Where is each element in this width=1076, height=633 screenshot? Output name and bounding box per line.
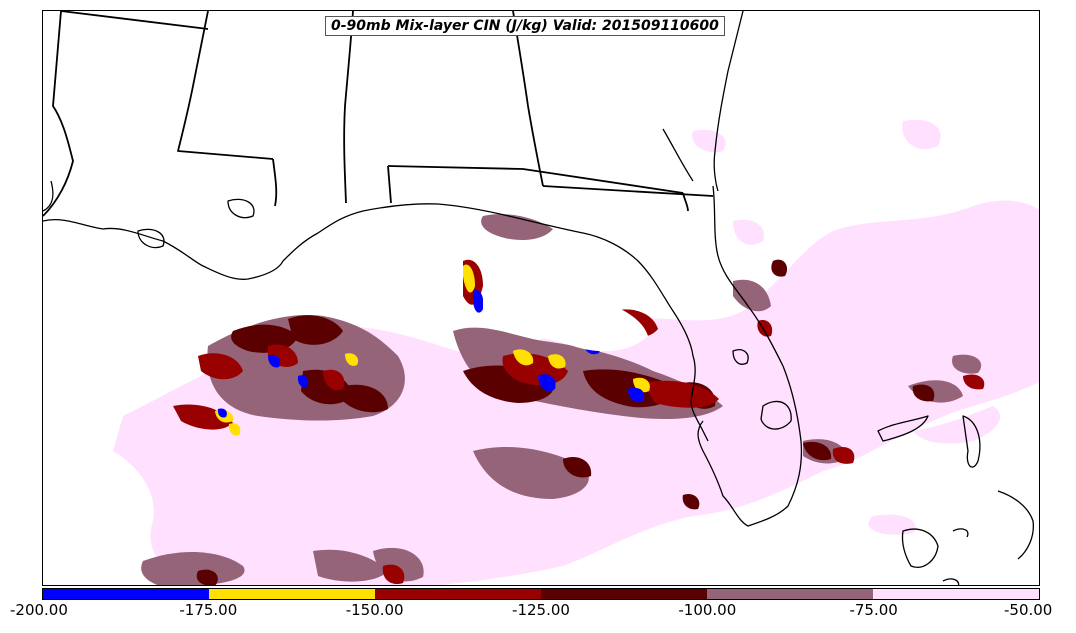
map-title: 0-90mb Mix-layer CIN (J/kg) Valid: 20150…: [325, 16, 725, 36]
colorbar-tick-label: -175.00: [179, 601, 238, 619]
colorbar-tick-label: -125.00: [512, 601, 570, 619]
state-boundaries: [43, 11, 714, 217]
clear-region: [483, 281, 648, 352]
colorbar-segment: [209, 589, 375, 599]
cin-map-canvas: [43, 11, 1039, 585]
map-panel: 0-90mb Mix-layer CIN (J/kg) Valid: 20150…: [42, 10, 1040, 586]
colorbar-segment: [707, 589, 873, 599]
colorbar: [42, 588, 1040, 600]
colorbar-tick-label: -100.00: [678, 601, 737, 619]
colorbar-segment: [873, 589, 1039, 599]
colorbar-segment: [375, 589, 541, 599]
colorbar-tick-label: -200.00: [10, 601, 68, 619]
cin-field-darkred: [196, 259, 935, 585]
colorbar-segment: [541, 589, 707, 599]
coastlines: [43, 11, 1034, 585]
colorbar-segment: [43, 589, 209, 599]
colorbar-tick-label: -50.00: [1004, 601, 1053, 619]
colorbar-tick-label: -75.00: [849, 601, 898, 619]
colorbar-tick-label: -150.00: [345, 601, 404, 619]
